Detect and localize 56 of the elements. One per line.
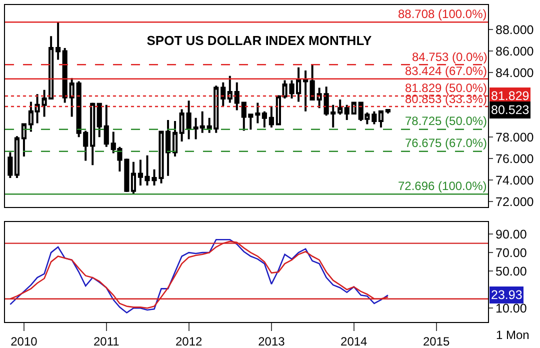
candlestick [234, 81, 240, 112]
text: 1 Mon [496, 328, 530, 342]
y-tick-label: 76.000 [496, 152, 534, 166]
candlestick [227, 74, 232, 104]
candlestick [179, 108, 184, 142]
ref-line-label: 83.424 (67.0%) [405, 64, 488, 78]
annotation: 80.523 [491, 103, 530, 117]
candlestick [104, 104, 109, 148]
candlestick [378, 110, 384, 128]
candlestick [268, 105, 274, 128]
candlestick [372, 110, 377, 126]
candlestick [303, 70, 308, 112]
y-tick-label: 88.000 [496, 23, 534, 38]
candlestick [186, 100, 192, 140]
y-tick-label: 72.000 [496, 195, 534, 210]
candlestick [14, 135, 20, 179]
candlestick [316, 86, 322, 110]
candlestick [344, 104, 350, 121]
ref-line-label: 76.675 (67.0%) [405, 136, 488, 150]
candlestick [8, 151, 13, 179]
candlestick [62, 46, 68, 104]
candlestick [385, 109, 391, 115]
annotation: 81.829 [491, 89, 530, 103]
x-tick-label: 2010 [10, 334, 38, 348]
candlestick [310, 64, 315, 101]
x-tick-label: 2015 [422, 334, 450, 348]
x-tick-label: 2014 [340, 334, 368, 348]
text: SPOT US DOLLAR INDEX MONTHLY [146, 32, 372, 48]
candlestick [90, 102, 96, 166]
y-tick-label: 90.00 [496, 227, 527, 242]
y-tick-label: 74.000 [496, 174, 534, 188]
ref-line-label: 84.753 (0.0%) [412, 50, 488, 64]
candlestick [21, 122, 27, 158]
x-tick-label: 2012 [175, 334, 202, 348]
candlestick [96, 102, 102, 138]
candlestick [172, 120, 178, 158]
annotation: 23.93 [491, 288, 522, 302]
y-tick-label: 84.000 [496, 66, 534, 80]
y-tick-label: 10.00 [496, 301, 527, 316]
candlestick [351, 100, 356, 115]
candlestick [69, 77, 74, 118]
candlestick [338, 98, 343, 116]
y-tick-label: 86.000 [496, 44, 534, 59]
x-tick-label: 2013 [258, 334, 286, 348]
candlestick [255, 102, 260, 124]
ref-line-label: 88.708 (100.0%) [398, 7, 487, 21]
ref-line-label: 72.696 (100.0%) [398, 179, 487, 193]
y-tick-label: 50.00 [496, 264, 527, 278]
candlestick [56, 21, 61, 61]
ref-line-label: 81.829 (50.0%) [405, 81, 488, 95]
candlestick [220, 81, 226, 107]
ref-line-label: 78.725 (50.0%) [405, 114, 488, 128]
candlestick [262, 110, 267, 128]
y-tick-label: 70.00 [496, 246, 527, 260]
y-tick-label: 78.000 [496, 130, 534, 145]
x-tick-label: 2011 [93, 334, 120, 348]
